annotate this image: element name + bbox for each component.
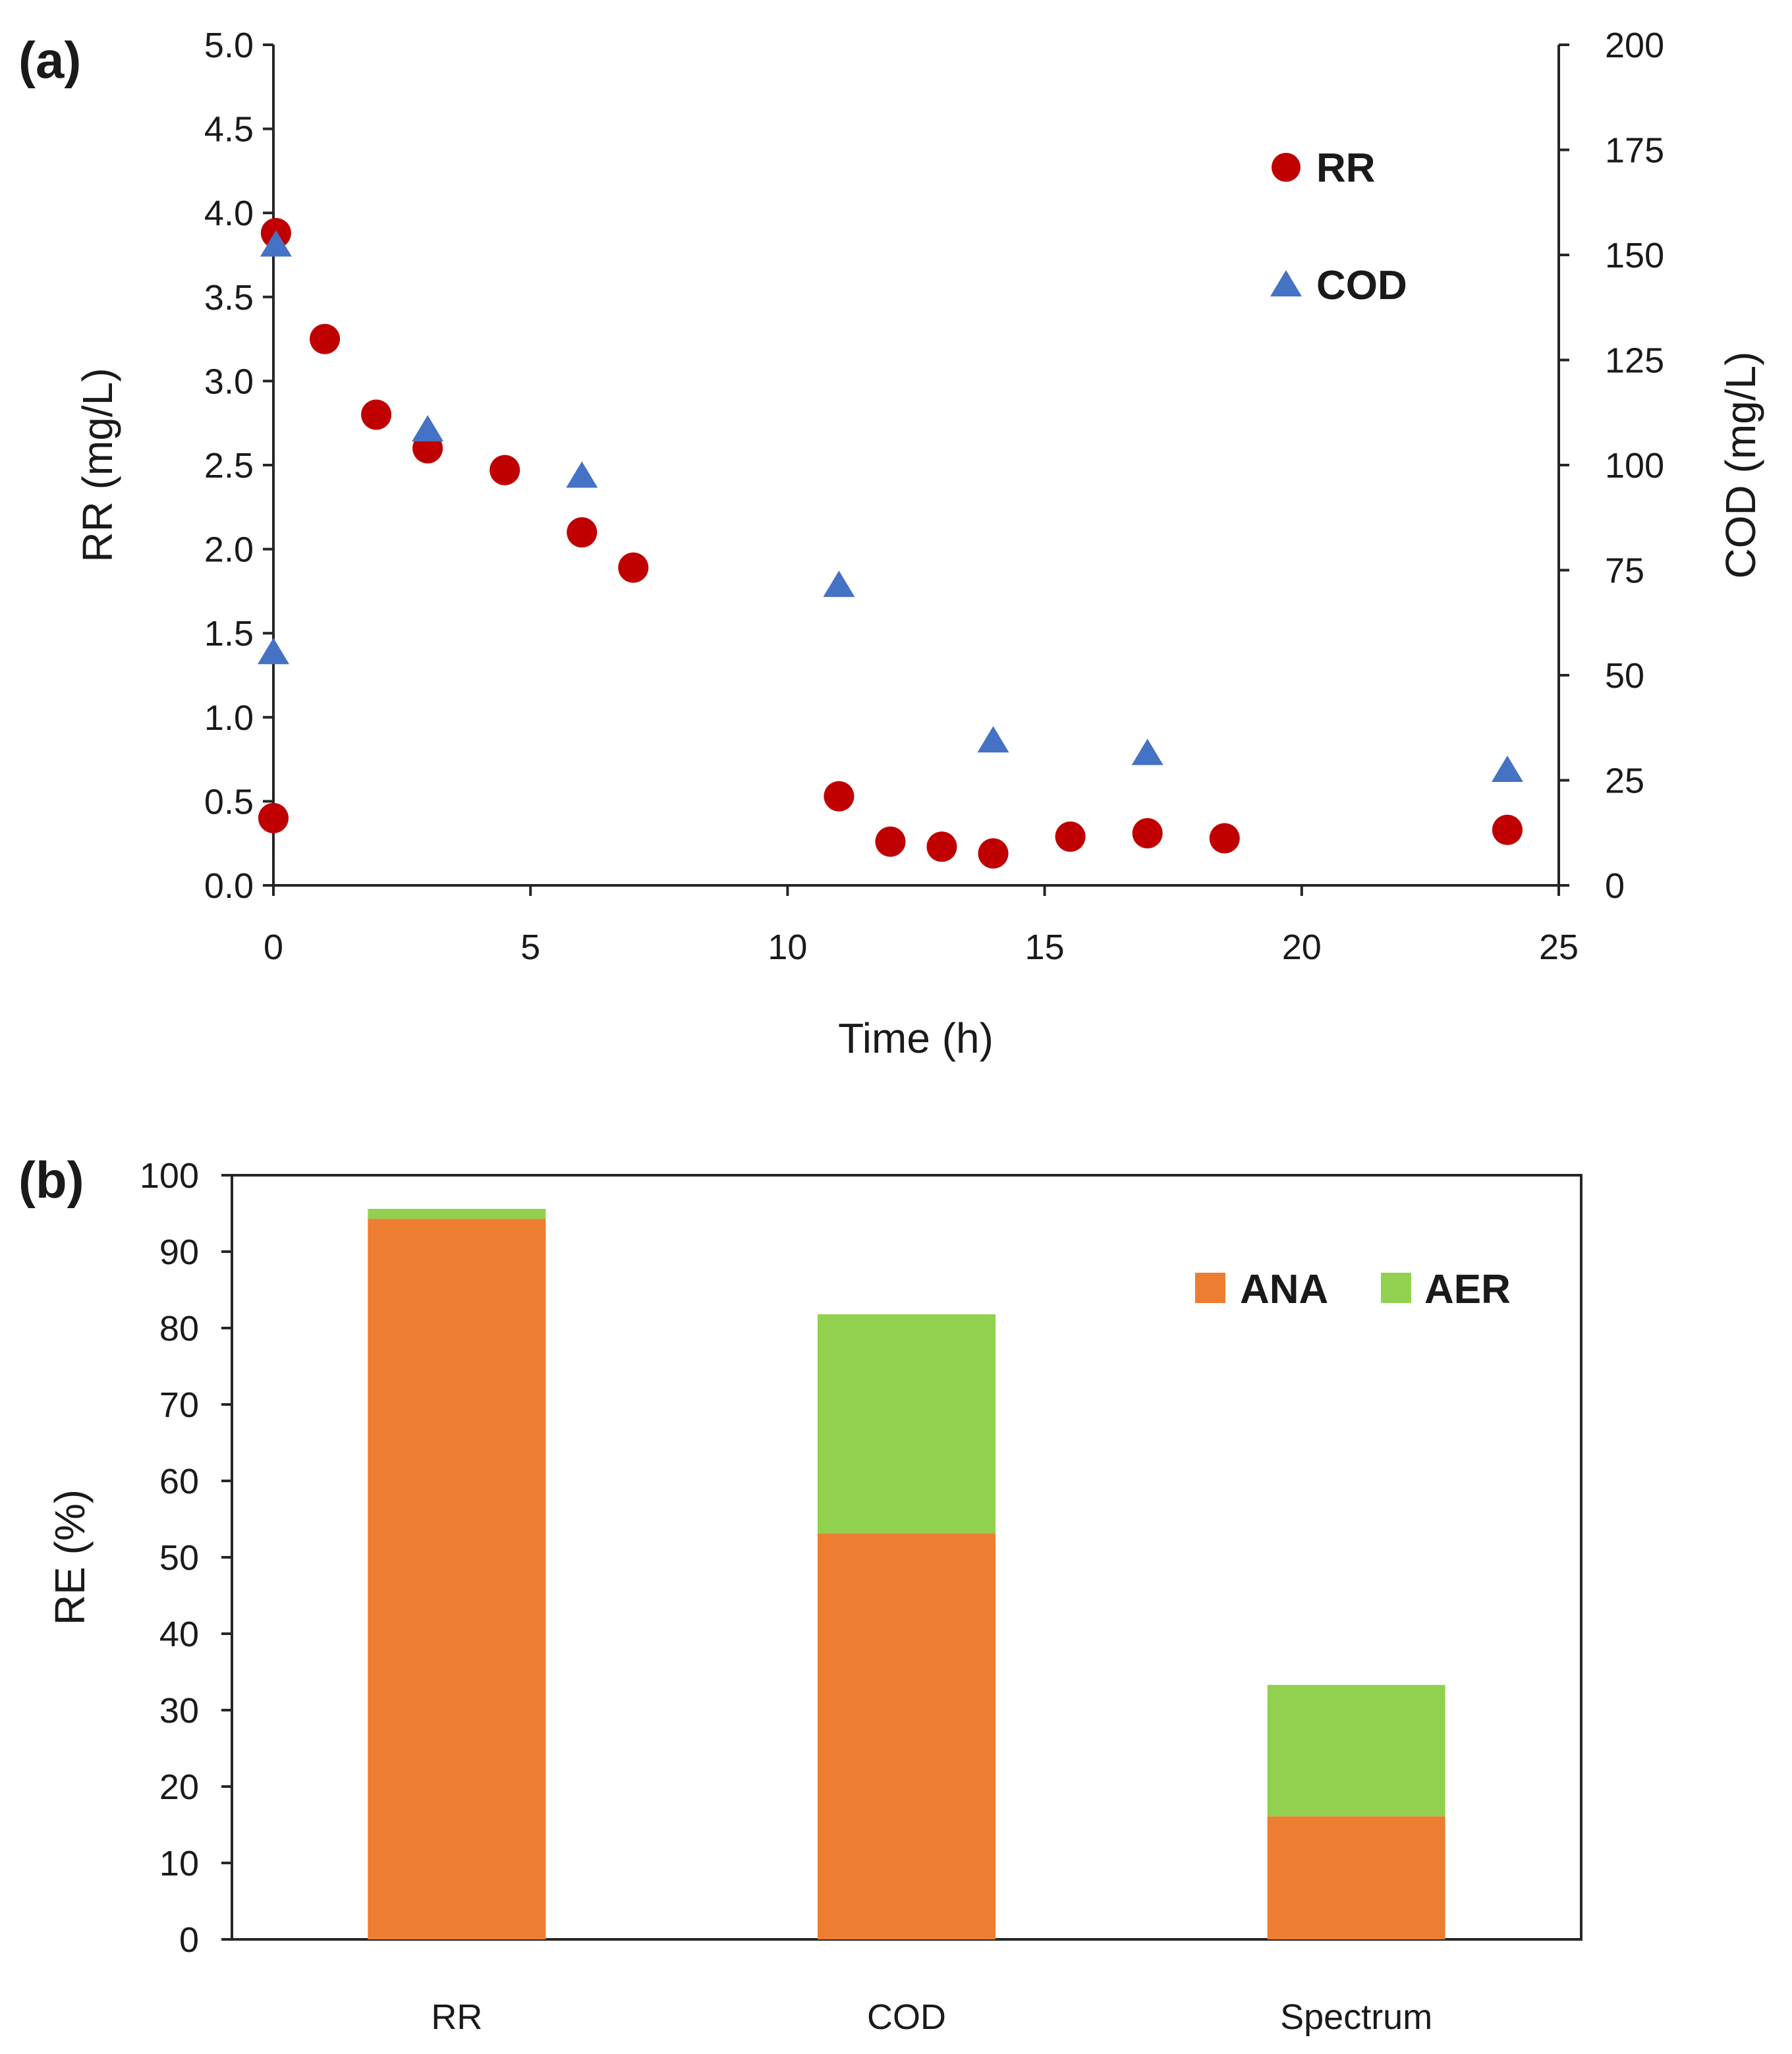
right-tick-label: 25 (1605, 762, 1644, 801)
left-tick-label: 3.0 (204, 362, 254, 401)
rr-data-point (1492, 814, 1523, 845)
right-tick-label: 50 (1605, 656, 1644, 696)
bar-aer-cod (818, 1314, 995, 1534)
rr-data-point (490, 455, 520, 486)
y-tick-label: 50 (159, 1538, 199, 1578)
rr-data-point (361, 399, 392, 430)
legend-aer-label: AER (1424, 1267, 1511, 1312)
left-tick-label: 2.5 (204, 446, 254, 486)
y-tick-label: 70 (159, 1385, 199, 1425)
legend-cod-label: COD (1316, 263, 1407, 308)
category-label: COD (867, 1997, 946, 2037)
bar-ana-rr (368, 1219, 546, 1939)
rr-data-point (618, 552, 649, 583)
legend-rr-marker (1272, 153, 1301, 182)
panel-b-y-ticks: 0 10 20 30 40 50 60 70 80 90 100 (140, 1156, 232, 1960)
panel-a-data-points (258, 217, 1523, 869)
y-tick-label: 20 (159, 1767, 199, 1807)
y-tick-label: 40 (159, 1615, 199, 1654)
right-tick-label: 125 (1605, 341, 1664, 381)
panel-b-y-axis-title: RE (%) (46, 1489, 94, 1625)
rr-data-point (1209, 823, 1240, 854)
cod-data-point (977, 726, 1009, 753)
left-tick-label: 3.5 (204, 278, 254, 318)
right-tick-label: 150 (1605, 236, 1664, 275)
left-tick-label: 1.5 (204, 614, 254, 653)
right-tick-label: 75 (1605, 551, 1644, 591)
y-tick-label: 60 (159, 1462, 199, 1501)
cod-data-point (823, 570, 855, 597)
cod-data-point (258, 638, 289, 665)
x-tick-label: 10 (768, 928, 807, 967)
panel-a-right-ticks: 0 25 50 75 100 125 150 175 200 (1559, 26, 1664, 906)
bar-aer-rr (368, 1209, 546, 1219)
x-tick-label: 0 (264, 928, 283, 967)
legend-aer-swatch (1381, 1273, 1411, 1303)
y-tick-label: 30 (159, 1691, 199, 1731)
panel-b-bars (368, 1209, 1445, 1939)
panel-b-label: (b) (18, 1151, 84, 1209)
panel-a-scatter-chart: (a) 0.00.51.01.52.02.53.03.54.04.55.0 02… (18, 26, 1764, 1062)
cod-data-point (260, 230, 292, 257)
panel-a-legend: RR COD (1270, 146, 1407, 308)
y-tick-label: 80 (159, 1309, 199, 1348)
panel-a-left-axis-title: RR (mg/L) (74, 368, 121, 562)
left-tick-label: 5.0 (204, 26, 254, 65)
rr-data-point (978, 838, 1009, 869)
legend-ana-label: ANA (1240, 1267, 1328, 1312)
cod-data-point (1491, 755, 1523, 782)
legend-ana-swatch (1195, 1273, 1225, 1303)
panel-b-bar-chart: (b) 0 10 20 30 40 50 60 70 80 90 100 RR COD Spectrum… (18, 1151, 1582, 2037)
legend-rr-label: RR (1316, 146, 1376, 191)
rr-data-point (1055, 821, 1086, 852)
panel-a-left-ticks: 0.0 0.5 1.0 1.5 2.0 2.5 3.0 3.5 4.0 4.5 5.0 (204, 26, 273, 906)
left-tick-label: 2.0 (204, 530, 254, 570)
rr-data-point (310, 323, 341, 354)
left-tick-label: 4.5 (204, 110, 254, 150)
x-tick-label: 25 (1539, 928, 1579, 967)
x-tick-label: 20 (1282, 928, 1322, 967)
right-tick-label: 0 (1605, 866, 1625, 906)
bar-ana-spectrum (1267, 1816, 1445, 1939)
left-tick-label: 4.0 (204, 194, 254, 233)
legend-cod-marker (1270, 270, 1302, 296)
panel-a-right-axis-title: COD (mg/L) (1717, 352, 1764, 579)
left-tick-label: 0.0 (204, 866, 254, 906)
rr-data-point (1132, 818, 1163, 848)
cod-data-point (412, 415, 444, 442)
bar-aer-spectrum (1267, 1684, 1445, 1817)
y-tick-label: 0 (179, 1920, 199, 1960)
rr-data-point (567, 517, 598, 548)
y-tick-label: 90 (159, 1233, 199, 1272)
rr-data-point (258, 802, 289, 833)
right-tick-label: 175 (1605, 131, 1664, 171)
cod-data-point (566, 461, 598, 488)
x-tick-label: 15 (1025, 928, 1065, 967)
rr-data-point (824, 781, 854, 812)
panel-a-x-ticks: 0 5 10 15 20 25 (264, 885, 1579, 967)
left-tick-label: 0.5 (204, 782, 254, 821)
right-tick-label: 100 (1605, 446, 1664, 486)
rr-data-point (926, 831, 957, 862)
right-tick-label: 200 (1605, 26, 1664, 65)
x-tick-label: 5 (520, 928, 540, 967)
y-tick-label: 10 (159, 1844, 199, 1883)
rr-data-point (875, 826, 906, 857)
panel-b-x-ticks: RR COD Spectrum (431, 1997, 1432, 2037)
panel-a-label: (a) (18, 31, 81, 89)
bar-ana-cod (818, 1534, 995, 1939)
panel-b-legend: ANA AER (1195, 1267, 1511, 1312)
panel-a-x-axis-title: Time (h) (838, 1014, 994, 1062)
category-label: RR (431, 1997, 482, 2037)
y-tick-label: 100 (140, 1156, 199, 1196)
category-label: Spectrum (1280, 1997, 1432, 2037)
left-tick-label: 1.0 (204, 698, 254, 738)
cod-data-point (1131, 738, 1163, 765)
